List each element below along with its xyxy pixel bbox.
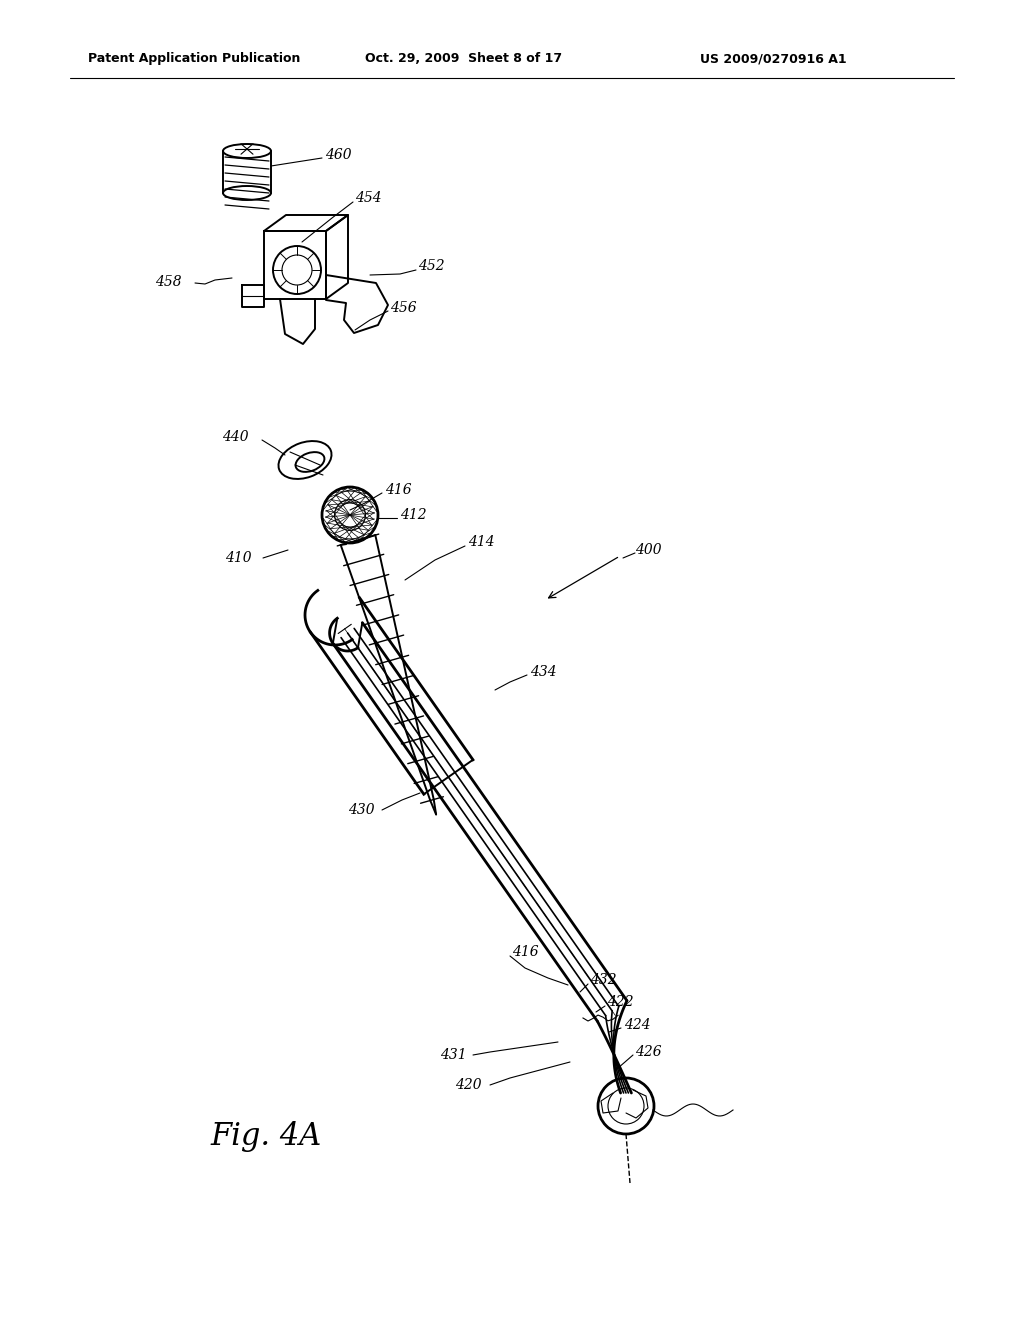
Text: 434: 434 xyxy=(530,665,557,678)
Text: 424: 424 xyxy=(624,1018,650,1032)
Text: Patent Application Publication: Patent Application Publication xyxy=(88,51,300,65)
Text: Fig. 4A: Fig. 4A xyxy=(210,1121,322,1152)
Text: 456: 456 xyxy=(390,301,417,315)
Text: 422: 422 xyxy=(607,995,634,1008)
Text: US 2009/0270916 A1: US 2009/0270916 A1 xyxy=(700,51,847,65)
Text: 458: 458 xyxy=(155,275,181,289)
Text: 460: 460 xyxy=(325,148,351,162)
Text: 416: 416 xyxy=(512,945,539,960)
Text: 430: 430 xyxy=(348,803,375,817)
Text: 400: 400 xyxy=(635,543,662,557)
Text: 431: 431 xyxy=(440,1048,467,1063)
Text: 432: 432 xyxy=(590,973,616,987)
Text: 452: 452 xyxy=(418,259,444,273)
Text: 440: 440 xyxy=(222,430,249,444)
Text: 410: 410 xyxy=(225,550,252,565)
Text: 420: 420 xyxy=(455,1078,481,1092)
Text: Oct. 29, 2009  Sheet 8 of 17: Oct. 29, 2009 Sheet 8 of 17 xyxy=(365,51,562,65)
Text: 454: 454 xyxy=(355,191,382,205)
Text: 414: 414 xyxy=(468,535,495,549)
Text: 412: 412 xyxy=(400,508,427,521)
Text: 426: 426 xyxy=(635,1045,662,1059)
Text: 416: 416 xyxy=(385,483,412,498)
